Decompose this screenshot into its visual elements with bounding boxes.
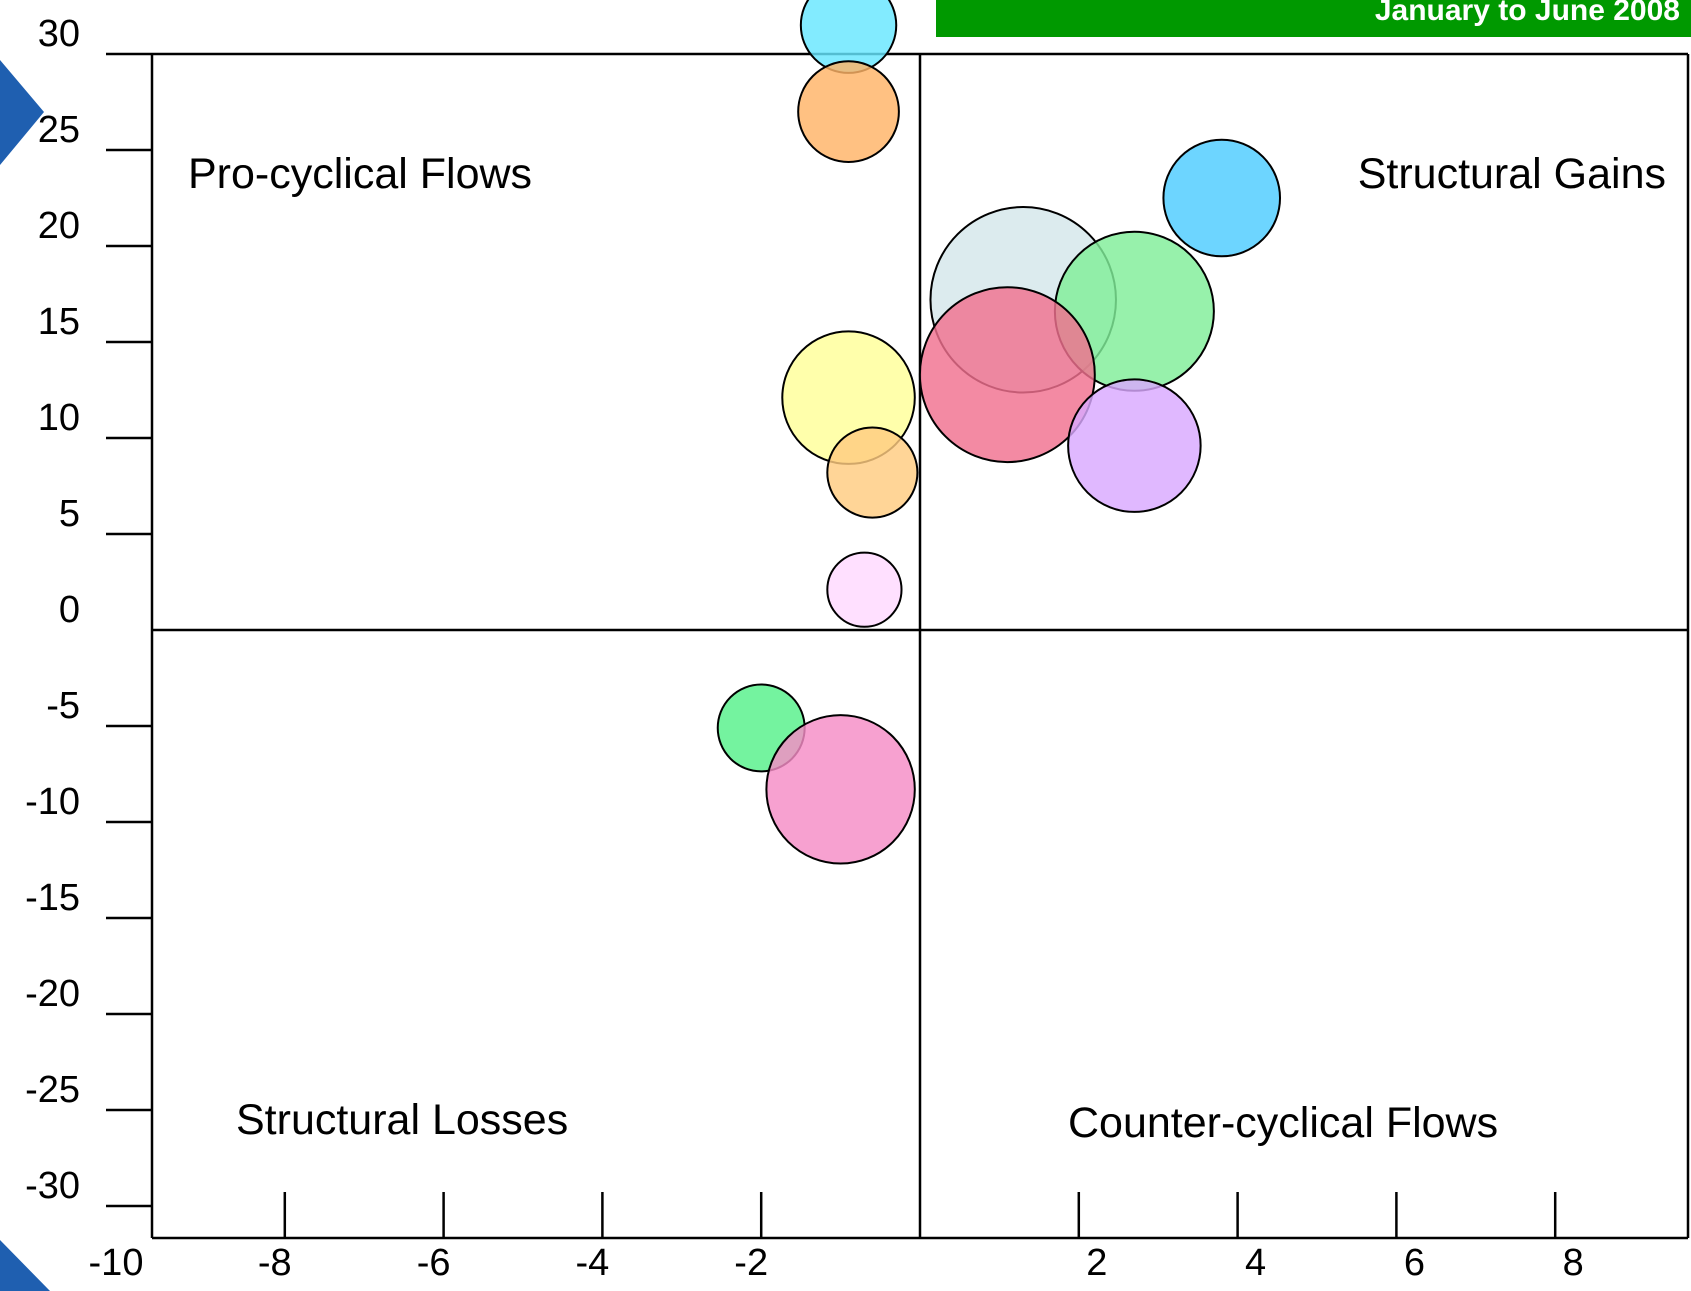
x-tick-label: 6 bbox=[1404, 1242, 1425, 1284]
y-tick-label: 25 bbox=[38, 109, 80, 151]
x-tick-label: -4 bbox=[576, 1242, 610, 1284]
x-tick-label: -8 bbox=[258, 1242, 292, 1284]
x-tick-label: 2 bbox=[1086, 1242, 1107, 1284]
date-banner bbox=[936, 0, 1691, 37]
quadrant-label-top-left: Pro-cyclical Flows bbox=[188, 150, 532, 198]
bubble bbox=[765, 714, 916, 865]
x-tick-label: -6 bbox=[417, 1242, 451, 1284]
bubble bbox=[1162, 138, 1282, 258]
bubble bbox=[797, 60, 900, 163]
y-axis-ticks: 30 25 20 15 10 5 0 -5 -10 -15 -20 -25 -30 bbox=[25, 13, 152, 1208]
y-tick-label: -15 bbox=[25, 877, 80, 919]
quadrant-label-top-right: Structural Gains bbox=[1358, 150, 1666, 198]
quadrant-label-bottom-right: Counter-cyclical Flows bbox=[1068, 1099, 1498, 1147]
date-banner-text: January to June 2008 bbox=[1375, 0, 1680, 27]
y-tick-label: -5 bbox=[46, 685, 80, 727]
x-tick-label: -2 bbox=[734, 1242, 768, 1284]
slide-decoration-top bbox=[0, 60, 44, 165]
bubble bbox=[918, 286, 1096, 464]
y-tick-label: 10 bbox=[38, 397, 80, 439]
y-tick-label: 20 bbox=[38, 205, 80, 247]
y-tick-label: 15 bbox=[38, 301, 80, 343]
bubble bbox=[826, 551, 903, 628]
y-tick-label: 5 bbox=[59, 493, 80, 535]
bubble bbox=[826, 426, 919, 519]
y-tick-label: 0 bbox=[59, 589, 80, 631]
plot-frame bbox=[150, 52, 1690, 1240]
bubble-series bbox=[716, 0, 1282, 865]
y-tick-label: -30 bbox=[25, 1165, 80, 1207]
y-tick-label: -25 bbox=[25, 1069, 80, 1111]
quadrant-label-bottom-left: Structural Losses bbox=[236, 1096, 568, 1144]
y-tick-label: -20 bbox=[25, 973, 80, 1015]
x-axis-ticks: -10 -8 -6 -4 -2 2 4 6 8 bbox=[89, 1192, 1584, 1284]
y-tick-label: 30 bbox=[38, 13, 80, 55]
x-tick-label: 8 bbox=[1563, 1242, 1584, 1284]
x-tick-label: -10 bbox=[89, 1242, 144, 1284]
slide-decoration-bottom bbox=[0, 1240, 50, 1291]
x-tick-label: 4 bbox=[1245, 1242, 1266, 1284]
bubble bbox=[1067, 378, 1202, 513]
y-tick-label: -10 bbox=[25, 781, 80, 823]
